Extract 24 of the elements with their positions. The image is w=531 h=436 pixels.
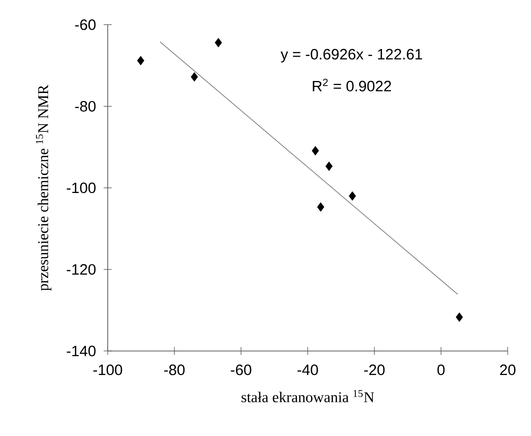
point: [312, 146, 319, 156]
point: [137, 56, 144, 66]
point: [456, 312, 463, 322]
point: [348, 191, 356, 201]
point: [325, 162, 333, 171]
y-tick-label: -80: [75, 100, 96, 112]
point: [317, 202, 324, 212]
y-tick-label: -140: [66, 346, 96, 356]
annotation: R$^{2}$ = 0.9022: [312, 78, 391, 92]
x-tick-label: -100: [93, 364, 122, 376]
point: [214, 38, 222, 48]
x-tick-label: -20: [364, 364, 385, 376]
x-axis-title: stała ekranowania $^{15}$N: [242, 390, 374, 402]
y-tick-label: -100: [66, 182, 96, 194]
y-tick-label: -60: [75, 19, 96, 30]
x-tick-label: -60: [230, 364, 252, 376]
point: [190, 72, 198, 82]
annotation: y = -0.6926x - 122.61: [280, 48, 422, 62]
y-tick-label: -120: [66, 264, 96, 275]
x-tick-label: -80: [164, 364, 185, 376]
x-tick-label: 20: [500, 364, 516, 376]
x-tick-label: -40: [298, 364, 318, 376]
y-axis-title: przesuniecie chemiczne $^{15}$N NMR: [36, 84, 52, 291]
x-tick-label: 0: [437, 364, 445, 376]
